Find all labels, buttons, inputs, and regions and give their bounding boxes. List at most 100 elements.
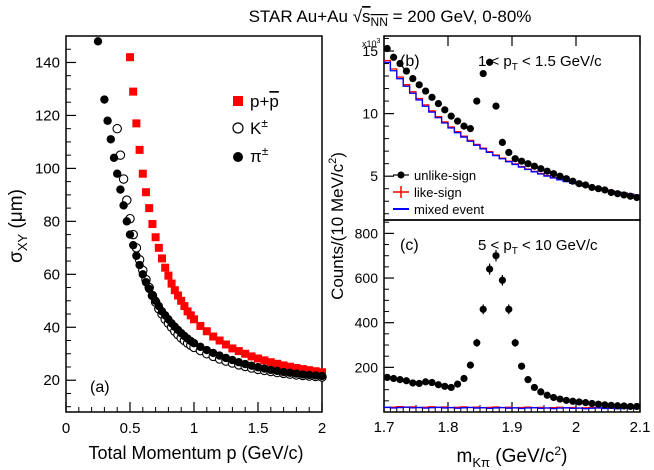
y-tick-label: 5 [370,168,378,184]
pion-point [234,358,243,367]
proton-point [151,233,160,242]
legend-unlike-sign-label: unlike-sign [414,168,476,183]
panel-a-ylabel: σXY (μm) [6,189,30,263]
pion-point [116,185,125,194]
pion-point [260,364,269,373]
unlike-sign-point [479,305,487,313]
legend-label-kaon: K± [250,116,268,138]
pion-point [266,365,275,375]
legend-filled-circle-marker [233,152,243,162]
proton-point [129,87,138,96]
proton-point [190,315,198,324]
pion-point [317,371,327,381]
proton-point [273,359,282,368]
unlike-sign-point [620,191,628,199]
pion-point [132,251,141,260]
panel-a-marks [93,37,327,382]
unlike-sign-point [498,276,506,284]
x-tick-label: 1.5 [248,420,269,437]
unlike-sign-point [550,170,558,178]
unlike-sign-point [575,398,583,406]
unlike-sign-point [633,193,641,202]
unlike-sign-point [614,190,622,198]
unlike-sign-point [505,305,513,313]
unlike-sign-point [441,382,449,390]
pion-point [202,345,211,355]
unlike-sign-point [626,402,635,411]
unlike-sign-point [434,381,442,389]
proton-point [305,366,314,375]
proton-point [135,145,144,154]
unlike-sign-point [409,379,417,387]
panel-a-ticks: 0 0.5 1 1.5 2 20 40 60 80 100 120 140 [35,35,326,437]
pion-point [228,355,237,365]
pion-point [273,366,282,376]
unlike-sign-point [402,67,410,75]
unlike-sign-point [511,339,519,347]
unlike-sign-point [422,87,430,95]
proton-point [154,243,163,252]
unlike-sign-point [524,160,532,168]
panel-c: 1.7 1.8 1.9 2 2.1 200 400 600 800 (c) 5 < pT < 1… [355,219,650,470]
unlike-sign-point [562,396,571,404]
unlike-sign-point [633,402,641,411]
panel-b-multiplier: x103 [362,38,381,49]
proton-point [148,220,157,228]
panel-a-frame [65,35,323,413]
proton-point [311,367,320,376]
pion-point [311,371,320,380]
proton-point [279,361,288,370]
y-tick-label: 400 [355,315,379,331]
unlike-sign-point [620,402,628,410]
title-suffix: = 200 GeV, 0-80% [388,7,532,26]
title-prefix: STAR Au+Au [249,7,353,26]
proton-point [167,279,176,288]
pion-point [221,353,231,363]
unlike-sign-point [486,265,494,273]
legend-unlike-sign-marker [397,171,405,179]
x-tick-label: 0.5 [120,420,141,437]
unlike-sign-point [409,74,417,83]
unlike-sign-point [428,378,436,387]
unlike-sign-point [537,165,545,173]
unlike-sign-point [422,378,430,386]
legend-square-marker [233,96,243,106]
unlike-sign-point [466,361,474,369]
y-tick-label: 100 [35,160,60,177]
legend-label-pion: π± [250,144,269,166]
pion-point [247,361,256,370]
unlike-sign-point [518,362,526,370]
unlike-sign-point [454,117,462,125]
unlike-sign-point [569,397,577,405]
proton-point [164,271,173,280]
unlike-sign-point [492,102,500,110]
unlike-sign-point [556,395,564,403]
y-tick-label: 10 [362,106,378,122]
unlike-sign-point [588,399,596,408]
pion-point [93,37,103,46]
proton-point [161,263,170,272]
pion-point [122,217,131,226]
proton-point [298,365,307,374]
unlike-sign-point [530,383,539,392]
x-tick-label: 2 [318,420,326,437]
proton-point [247,352,256,361]
unlike-sign-point [454,380,462,388]
pion-point [279,367,288,377]
proton-point [222,340,230,349]
unlike-sign-point [556,172,564,180]
y-tick-label: 140 [35,54,60,71]
unlike-sign-point [498,138,506,146]
proton-point [209,332,218,341]
pion-point [125,230,135,239]
kaon-point [112,123,122,134]
pion-point [113,169,122,178]
unlike-sign-point [473,339,481,347]
unlike-sign-point [460,122,468,130]
unlike-sign-point [543,391,551,399]
figure-title: STAR Au+Au √sNN = 200 GeV, 0-80% [249,7,532,29]
title-sqrt-s: s [362,7,371,26]
proton-point [202,327,211,336]
unlike-sign-point [594,185,603,193]
unlike-sign-point [486,58,494,66]
